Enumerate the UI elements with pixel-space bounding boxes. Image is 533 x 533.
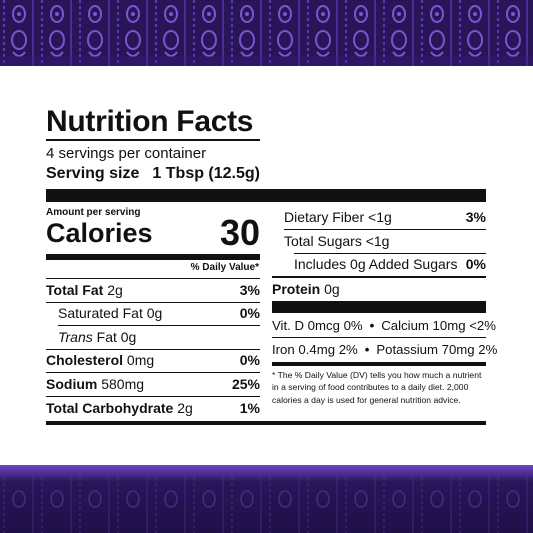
nutrient-name: Dietary Fiber xyxy=(284,209,365,225)
nutrient-amount: 0g xyxy=(120,329,137,345)
potassium: Potassium 70mg 2% xyxy=(376,341,498,357)
nutrient-name-rest: Fat xyxy=(96,329,117,345)
daily-value-header: % Daily Value* xyxy=(190,262,259,273)
nutrient-name: Total Fat xyxy=(46,282,104,298)
nutrient-dv: 0% xyxy=(239,352,260,368)
nutrient-row-cholesterol: Cholesterol 0mg 0% xyxy=(46,350,260,370)
bottom-divider xyxy=(46,421,486,425)
iron: Iron 0.4mg 2% xyxy=(272,341,358,357)
vitamin-row-2: Iron 0.4mg 2% • Potassium 70mg 2% xyxy=(272,339,497,359)
nutrient-amount: 0mg xyxy=(126,352,155,368)
serving-size-value: 1 Tbsp (12.5g) xyxy=(152,165,260,182)
row-divider xyxy=(284,229,486,230)
title-divider xyxy=(46,139,260,141)
nutrient-dv: 3% xyxy=(239,282,260,298)
decorative-footer-band xyxy=(0,465,533,533)
protein-divider-bar xyxy=(272,301,486,313)
nutrient-dv: 3% xyxy=(465,209,486,225)
bullet-separator: • xyxy=(364,341,370,357)
row-divider xyxy=(46,372,260,373)
nutrient-amount: 0g xyxy=(146,305,163,321)
pattern-graphic xyxy=(0,0,533,66)
row-divider xyxy=(46,302,260,303)
pattern-graphic xyxy=(0,465,533,533)
serving-size-row: Serving size 1 Tbsp (12.5g) xyxy=(46,165,260,183)
nutrient-name: Includes 0g Added Sugars xyxy=(294,256,458,272)
calcium: Calcium 10mg <2% xyxy=(381,317,496,333)
nutrient-dv: 1% xyxy=(239,400,260,416)
row-divider xyxy=(272,276,486,278)
nutrient-dv: 25% xyxy=(231,376,260,392)
nutrient-row-protein: Protein 0g xyxy=(272,279,486,299)
bullet-separator: • xyxy=(369,317,375,333)
row-divider xyxy=(46,278,260,279)
row-divider xyxy=(58,325,260,326)
nutrition-label-panel xyxy=(0,66,533,465)
row-divider xyxy=(46,349,260,350)
nutrient-amount: 0g xyxy=(324,281,340,297)
vitamin-d: Vit. D 0mcg 0% xyxy=(272,317,363,333)
nutrient-amount: 2g xyxy=(107,282,123,298)
nutrient-amount: <1g xyxy=(365,233,390,249)
nutrient-row-total-sugars: Total Sugars <1g xyxy=(284,231,486,251)
nutrient-name: Trans xyxy=(58,329,93,345)
nutrient-row-saturated-fat: Saturated Fat 0g 0% xyxy=(58,303,260,323)
nutrient-amount: 2g xyxy=(177,400,193,416)
nutrient-name: Saturated Fat xyxy=(58,305,143,321)
decorative-header-band xyxy=(0,0,533,66)
nutrient-amount: <1g xyxy=(368,209,392,225)
calories-label: Calories xyxy=(46,218,153,248)
nutrient-row-dietary-fiber: Dietary Fiber <1g 3% xyxy=(284,207,486,227)
serving-size-label: Serving size xyxy=(46,165,140,182)
nutrient-name: Total Carbohydrate xyxy=(46,400,174,416)
nutrient-amount: 580mg xyxy=(101,376,145,392)
nutrient-row-added-sugars: Includes 0g Added Sugars 0% xyxy=(294,254,486,274)
daily-value-footnote: * The % Daily Value (DV) tells you how m… xyxy=(272,370,482,405)
nutrient-name: Protein xyxy=(272,281,321,297)
nutrient-row-trans-fat: Trans Fat 0g xyxy=(58,327,260,347)
calories-value: 30 xyxy=(219,212,260,253)
label-title: Nutrition Facts xyxy=(46,105,254,138)
row-divider xyxy=(46,396,260,397)
amount-per-serving: Amount per serving xyxy=(46,207,141,218)
calories-divider xyxy=(46,254,260,260)
nutrient-row-total-carbohydrate: Total Carbohydrate 2g 1% xyxy=(46,398,260,418)
nutrient-row-total-fat: Total Fat 2g 3% xyxy=(46,280,260,300)
nutrient-dv: 0% xyxy=(239,305,260,321)
vitamin-row-1: Vit. D 0mcg 0% • Calcium 10mg <2% xyxy=(272,315,496,335)
nutrient-name: Total Sugars xyxy=(284,233,362,249)
vitamin-bottom-divider xyxy=(272,362,486,366)
nutrient-name: Cholesterol xyxy=(46,352,124,368)
row-divider xyxy=(272,337,486,338)
servings-per-container: 4 servings per container xyxy=(46,145,207,162)
row-divider xyxy=(294,253,486,254)
nutrient-row-sodium: Sodium 580mg 25% xyxy=(46,374,260,394)
nutrient-name: Sodium xyxy=(46,376,98,392)
nutrient-dv: 0% xyxy=(465,256,486,272)
thick-divider-bar xyxy=(46,189,486,202)
